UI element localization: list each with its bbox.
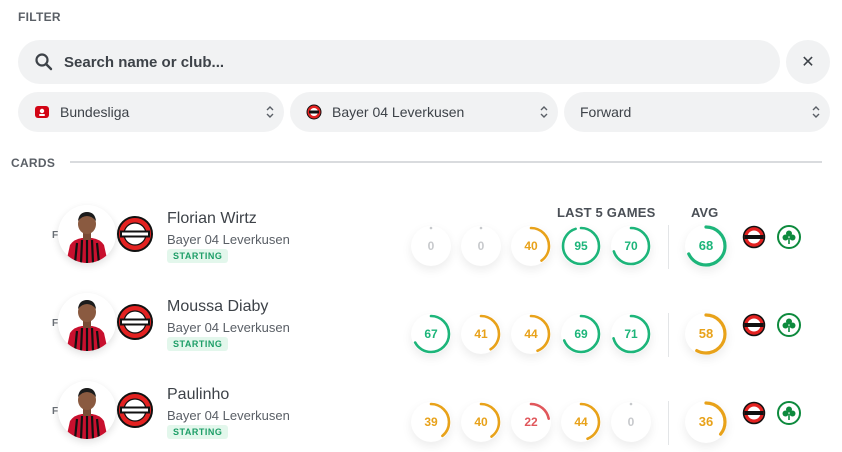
position-select[interactable]: Forward (564, 92, 830, 132)
cards-heading: CARDS (11, 156, 56, 170)
player-club: Bayer 04 Leverkusen (167, 320, 290, 335)
club-crest-icon (116, 215, 154, 253)
game-score-value: 39 (424, 415, 438, 429)
column-divider (668, 225, 669, 269)
opponent-logo-icon (777, 225, 801, 249)
close-icon: ✕ (801, 54, 815, 71)
game-score-value: 69 (574, 327, 588, 341)
game-score-value: 41 (474, 327, 488, 341)
position-letter: F (52, 230, 59, 241)
leverkusen-logo-icon (742, 225, 766, 249)
player-card[interactable]: F Moussa Diaby Bayer 04 Leverkusen STARTING… (0, 280, 842, 368)
club-crest-icon (116, 391, 154, 429)
avg-label: AVG (691, 205, 719, 220)
search-input[interactable] (18, 40, 780, 84)
player-avatar (58, 381, 116, 439)
avg-score-value: 36 (698, 414, 714, 429)
clear-search-button[interactable]: ✕ (786, 40, 830, 84)
game-score: 71 (611, 314, 651, 354)
game-score-value: 71 (624, 327, 638, 341)
player-name[interactable]: Paulinho (167, 386, 230, 403)
select-chevron-icon (540, 106, 548, 118)
avg-score: 68 (685, 225, 727, 267)
avg-score-value: 68 (698, 238, 714, 253)
game-score-value: 40 (524, 239, 538, 253)
position-select-value: Forward (580, 104, 632, 120)
player-name[interactable]: Florian Wirtz (167, 210, 257, 227)
leverkusen-logo-icon (742, 401, 766, 425)
game-score-value: 0 (627, 415, 635, 429)
section-divider (70, 161, 822, 163)
avg-score-value: 58 (698, 326, 714, 341)
leverkusen-crest-icon (306, 104, 322, 120)
player-name[interactable]: Moussa Diaby (167, 298, 269, 315)
game-score: 0 (461, 226, 501, 266)
game-score: 44 (511, 314, 551, 354)
search-icon (35, 53, 53, 71)
game-score: 41 (461, 314, 501, 354)
game-score-value: 40 (474, 415, 488, 429)
game-score-value: 67 (424, 327, 438, 341)
column-divider (668, 401, 669, 445)
game-score-value: 0 (477, 239, 485, 253)
status-badge: STARTING (167, 337, 229, 351)
game-score: 95 (561, 226, 601, 266)
player-card[interactable]: F Florian Wirtz Bayer 04 Leverkusen STARTIN… (0, 192, 842, 280)
status-badge: STARTING (167, 425, 229, 439)
game-score-value: 95 (574, 239, 588, 253)
game-score-value: 0 (427, 239, 435, 253)
game-score: 40 (461, 402, 501, 442)
status-badge: STARTING (167, 249, 229, 263)
player-avatar (58, 293, 116, 351)
game-score: 39 (411, 402, 451, 442)
player-club: Bayer 04 Leverkusen (167, 408, 290, 423)
leverkusen-logo-icon (742, 313, 766, 337)
league-select[interactable]: Bundesliga (18, 92, 284, 132)
game-score: 69 (561, 314, 601, 354)
search-bar[interactable] (18, 40, 780, 84)
game-score: 0 (611, 402, 651, 442)
player-avatar (58, 205, 116, 263)
select-chevron-icon (266, 106, 274, 118)
opponent-logo-icon (777, 313, 801, 337)
last5-games-label: LAST 5 GAMES (557, 205, 656, 220)
club-select-value: Bayer 04 Leverkusen (332, 104, 465, 120)
game-score: 70 (611, 226, 651, 266)
player-club: Bayer 04 Leverkusen (167, 232, 290, 247)
club-select[interactable]: Bayer 04 Leverkusen (290, 92, 558, 132)
game-score: 67 (411, 314, 451, 354)
game-score: 44 (561, 402, 601, 442)
position-letter: F (52, 318, 59, 329)
filter-heading: FILTER (18, 10, 61, 24)
position-letter: F (52, 406, 59, 417)
avg-score: 58 (685, 313, 727, 355)
bundesliga-logo-icon (35, 106, 49, 118)
select-chevron-icon (812, 106, 820, 118)
opponent-logo-icon (777, 401, 801, 425)
club-crest-icon (116, 303, 154, 341)
game-score-value: 44 (574, 415, 588, 429)
game-score: 40 (511, 226, 551, 266)
game-score-value: 22 (524, 415, 538, 429)
league-select-value: Bundesliga (60, 104, 130, 120)
player-card[interactable]: F Paulinho Bayer 04 Leverkusen STARTING 39 40… (0, 368, 842, 452)
game-score: 22 (511, 402, 551, 442)
column-divider (668, 313, 669, 357)
game-score-value: 44 (524, 327, 538, 341)
game-score-value: 70 (624, 239, 638, 253)
avg-score: 36 (685, 401, 727, 443)
game-score: 0 (411, 226, 451, 266)
